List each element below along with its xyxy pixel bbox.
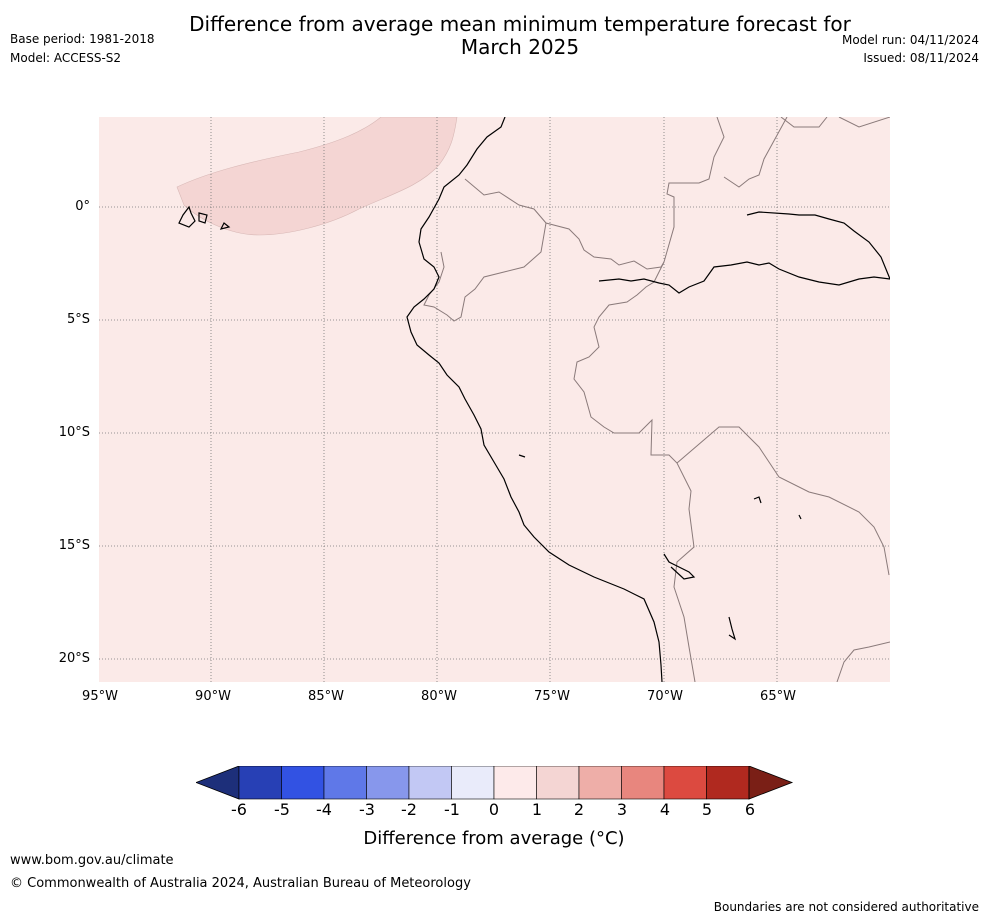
copyright-notice: © Commonwealth of Australia 2024, Austra… [10, 876, 471, 891]
coastline [178, 117, 890, 682]
country-borders [423, 117, 890, 682]
model-run-date: Model run: 04/11/2024 [841, 33, 979, 47]
title-line-1: Difference from average mean minimum tem… [189, 12, 851, 36]
colorbar-swatch [536, 766, 580, 800]
colorbar-tick: 0 [488, 800, 500, 819]
anomaly-patch-1-to-2 [176, 117, 458, 236]
lat-label-0: 0° [75, 199, 90, 214]
colorbar-tick: 3 [616, 800, 628, 819]
colorbar-swatch [578, 766, 622, 800]
colorbar-swatch [281, 766, 325, 800]
page-title: Difference from average mean minimum tem… [0, 13, 988, 59]
website-link[interactable]: www.bom.gov.au/climate [10, 853, 174, 868]
lat-label-20s: 20°S [58, 651, 90, 666]
colorbar-tick: 2 [573, 800, 585, 819]
base-period: Base period: 1981-2018 [10, 32, 155, 46]
colorbar-swatch [493, 766, 537, 800]
lon-label-75w: 75°W [534, 689, 570, 704]
lon-label-95w: 95°W [82, 689, 118, 704]
lat-label-10s: 10°S [58, 425, 90, 440]
title-line-2: March 2025 [460, 35, 580, 59]
lat-label-5s: 5°S [66, 312, 90, 327]
lat-label-15s: 15°S [58, 538, 90, 553]
colorbar-arrow-high [748, 766, 794, 800]
colorbar-swatch [663, 766, 707, 800]
issued-date: Issued: 08/11/2024 [863, 51, 979, 65]
colorbar-tick: -3 [359, 800, 375, 819]
colorbar-tick: -1 [444, 800, 460, 819]
lon-label-80w: 80°W [421, 689, 457, 704]
colorbar-tick: 5 [701, 800, 713, 819]
colorbar-tick: 6 [744, 800, 756, 819]
forecast-map [99, 117, 890, 682]
lon-label-65w: 65°W [760, 689, 796, 704]
colorbar-arrow-low [196, 766, 240, 800]
colorbar-swatch [366, 766, 410, 800]
colorbar-tick: -5 [274, 800, 290, 819]
colorbar-swatch [238, 766, 282, 800]
colorbar-label: Difference from average (°C) [363, 828, 625, 849]
lon-label-85w: 85°W [308, 689, 344, 704]
lon-label-70w: 70°W [647, 689, 683, 704]
colorbar-swatch [706, 766, 750, 800]
colorbar-tick: -2 [401, 800, 417, 819]
colorbar-tick: 1 [531, 800, 543, 819]
boundaries-disclaimer: Boundaries are not considered authoritat… [713, 900, 979, 914]
colorbar-swatch [451, 766, 495, 800]
colorbar [196, 766, 794, 800]
graticule [99, 117, 890, 682]
colorbar-swatch [408, 766, 452, 800]
colorbar-swatch [323, 766, 367, 800]
model-name: Model: ACCESS-S2 [10, 51, 122, 65]
colorbar-swatch [621, 766, 665, 800]
colorbar-tick: 4 [659, 800, 671, 819]
lon-label-90w: 90°W [195, 689, 231, 704]
colorbar-tick: -4 [316, 800, 332, 819]
colorbar-tick: -6 [231, 800, 247, 819]
